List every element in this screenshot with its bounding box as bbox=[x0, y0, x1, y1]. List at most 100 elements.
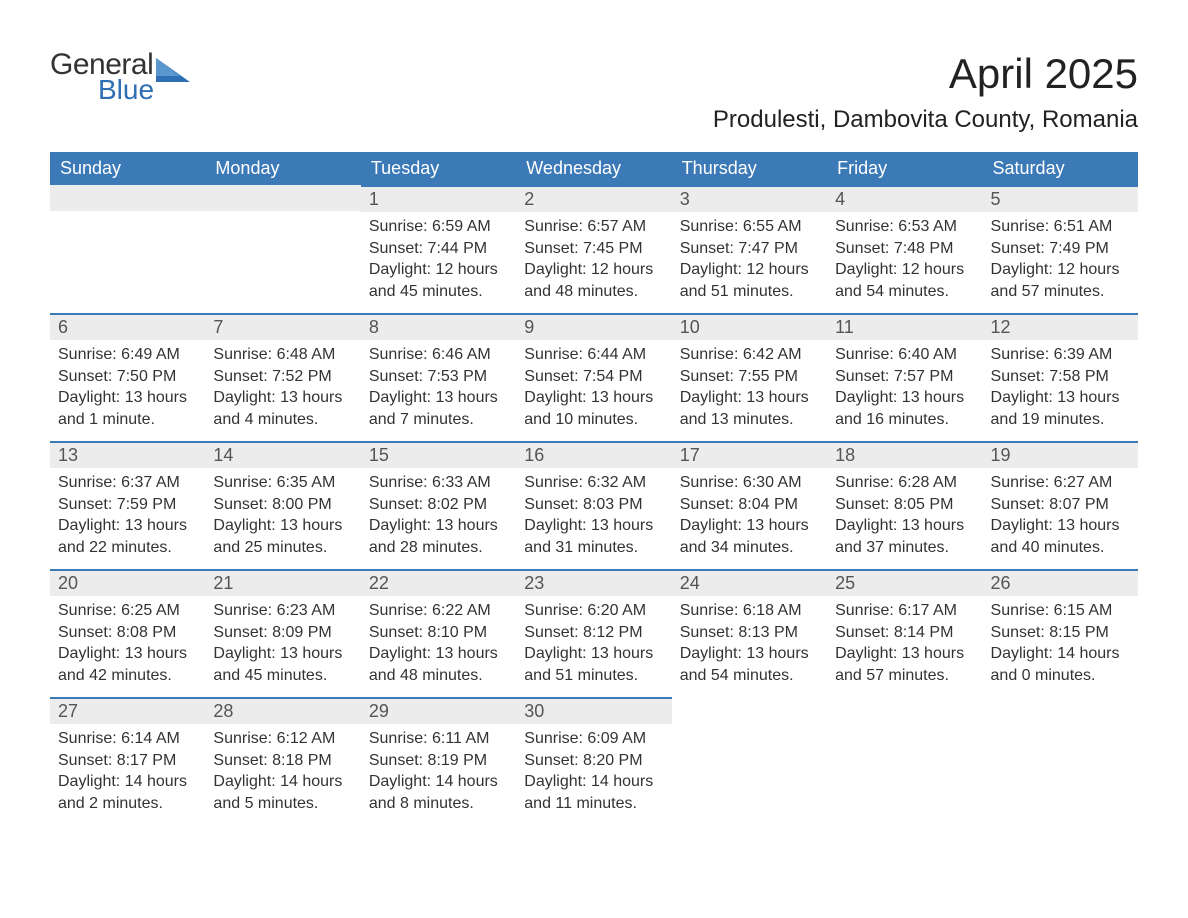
sunrise-text: Sunrise: 6:12 AM bbox=[213, 728, 352, 750]
day-number: 20 bbox=[50, 569, 205, 596]
sunrise-text: Sunrise: 6:30 AM bbox=[680, 472, 819, 494]
day-body: Sunrise: 6:46 AMSunset: 7:53 PMDaylight:… bbox=[361, 340, 516, 440]
day-cell: 10Sunrise: 6:42 AMSunset: 7:55 PMDayligh… bbox=[672, 313, 827, 441]
sunrise-text: Sunrise: 6:15 AM bbox=[991, 600, 1130, 622]
day-number: 22 bbox=[361, 569, 516, 596]
day-number: 25 bbox=[827, 569, 982, 596]
day-number: 11 bbox=[827, 313, 982, 340]
day-cell: 18Sunrise: 6:28 AMSunset: 8:05 PMDayligh… bbox=[827, 441, 982, 569]
day-cell: 6Sunrise: 6:49 AMSunset: 7:50 PMDaylight… bbox=[50, 313, 205, 441]
daylight-text: Daylight: 13 hours and 57 minutes. bbox=[835, 643, 974, 686]
weekday-header: Friday bbox=[827, 152, 982, 185]
daylight-text: Daylight: 14 hours and 5 minutes. bbox=[213, 771, 352, 814]
daylight-text: Daylight: 13 hours and 19 minutes. bbox=[991, 387, 1130, 430]
sunrise-text: Sunrise: 6:35 AM bbox=[213, 472, 352, 494]
sunrise-text: Sunrise: 6:20 AM bbox=[524, 600, 663, 622]
sunrise-text: Sunrise: 6:48 AM bbox=[213, 344, 352, 366]
sunrise-text: Sunrise: 6:59 AM bbox=[369, 216, 508, 238]
weekday-header: Wednesday bbox=[516, 152, 671, 185]
weekday-header: Tuesday bbox=[361, 152, 516, 185]
day-number: 29 bbox=[361, 697, 516, 724]
day-number: 24 bbox=[672, 569, 827, 596]
day-number: 26 bbox=[983, 569, 1138, 596]
sunset-text: Sunset: 7:49 PM bbox=[991, 238, 1130, 260]
sunset-text: Sunset: 7:53 PM bbox=[369, 366, 508, 388]
sunset-text: Sunset: 8:19 PM bbox=[369, 750, 508, 772]
sunset-text: Sunset: 7:58 PM bbox=[991, 366, 1130, 388]
day-body: Sunrise: 6:09 AMSunset: 8:20 PMDaylight:… bbox=[516, 724, 671, 824]
daylight-text: Daylight: 13 hours and 7 minutes. bbox=[369, 387, 508, 430]
sunrise-text: Sunrise: 6:14 AM bbox=[58, 728, 197, 750]
daylight-text: Daylight: 13 hours and 48 minutes. bbox=[369, 643, 508, 686]
sunset-text: Sunset: 8:18 PM bbox=[213, 750, 352, 772]
day-number: 16 bbox=[516, 441, 671, 468]
daylight-text: Daylight: 13 hours and 28 minutes. bbox=[369, 515, 508, 558]
daylight-text: Daylight: 12 hours and 51 minutes. bbox=[680, 259, 819, 302]
daylight-text: Daylight: 14 hours and 2 minutes. bbox=[58, 771, 197, 814]
day-body: Sunrise: 6:55 AMSunset: 7:47 PMDaylight:… bbox=[672, 212, 827, 312]
sunrise-text: Sunrise: 6:28 AM bbox=[835, 472, 974, 494]
logo-text: General Blue bbox=[50, 50, 154, 104]
day-body: Sunrise: 6:25 AMSunset: 8:08 PMDaylight:… bbox=[50, 596, 205, 696]
sunrise-text: Sunrise: 6:09 AM bbox=[524, 728, 663, 750]
sunrise-text: Sunrise: 6:27 AM bbox=[991, 472, 1130, 494]
day-number: 13 bbox=[50, 441, 205, 468]
day-number: 4 bbox=[827, 185, 982, 212]
sunset-text: Sunset: 8:15 PM bbox=[991, 622, 1130, 644]
sunrise-text: Sunrise: 6:55 AM bbox=[680, 216, 819, 238]
sunrise-text: Sunrise: 6:32 AM bbox=[524, 472, 663, 494]
daylight-text: Daylight: 13 hours and 1 minute. bbox=[58, 387, 197, 430]
day-cell bbox=[827, 697, 982, 825]
sunrise-text: Sunrise: 6:44 AM bbox=[524, 344, 663, 366]
day-number: 19 bbox=[983, 441, 1138, 468]
day-body: Sunrise: 6:39 AMSunset: 7:58 PMDaylight:… bbox=[983, 340, 1138, 440]
sunset-text: Sunset: 8:08 PM bbox=[58, 622, 197, 644]
sunset-text: Sunset: 8:07 PM bbox=[991, 494, 1130, 516]
daylight-text: Daylight: 12 hours and 54 minutes. bbox=[835, 259, 974, 302]
daylight-text: Daylight: 14 hours and 11 minutes. bbox=[524, 771, 663, 814]
day-body: Sunrise: 6:27 AMSunset: 8:07 PMDaylight:… bbox=[983, 468, 1138, 568]
calendar: Sunday Monday Tuesday Wednesday Thursday… bbox=[50, 152, 1138, 825]
day-cell: 15Sunrise: 6:33 AMSunset: 8:02 PMDayligh… bbox=[361, 441, 516, 569]
day-number: 7 bbox=[205, 313, 360, 340]
day-cell: 13Sunrise: 6:37 AMSunset: 7:59 PMDayligh… bbox=[50, 441, 205, 569]
day-number: 3 bbox=[672, 185, 827, 212]
sunset-text: Sunset: 8:17 PM bbox=[58, 750, 197, 772]
day-number: 28 bbox=[205, 697, 360, 724]
sunrise-text: Sunrise: 6:40 AM bbox=[835, 344, 974, 366]
daylight-text: Daylight: 13 hours and 51 minutes. bbox=[524, 643, 663, 686]
day-cell bbox=[205, 185, 360, 313]
day-cell: 30Sunrise: 6:09 AMSunset: 8:20 PMDayligh… bbox=[516, 697, 671, 825]
day-body: Sunrise: 6:49 AMSunset: 7:50 PMDaylight:… bbox=[50, 340, 205, 440]
day-cell: 19Sunrise: 6:27 AMSunset: 8:07 PMDayligh… bbox=[983, 441, 1138, 569]
week-row: 20Sunrise: 6:25 AMSunset: 8:08 PMDayligh… bbox=[50, 569, 1138, 697]
day-body: Sunrise: 6:32 AMSunset: 8:03 PMDaylight:… bbox=[516, 468, 671, 568]
day-body: Sunrise: 6:28 AMSunset: 8:05 PMDaylight:… bbox=[827, 468, 982, 568]
day-number: 17 bbox=[672, 441, 827, 468]
day-cell bbox=[672, 697, 827, 825]
day-number: 30 bbox=[516, 697, 671, 724]
daylight-text: Daylight: 14 hours and 0 minutes. bbox=[991, 643, 1130, 686]
sunset-text: Sunset: 7:47 PM bbox=[680, 238, 819, 260]
sunrise-text: Sunrise: 6:11 AM bbox=[369, 728, 508, 750]
daylight-text: Daylight: 13 hours and 40 minutes. bbox=[991, 515, 1130, 558]
sunset-text: Sunset: 7:52 PM bbox=[213, 366, 352, 388]
day-number: 5 bbox=[983, 185, 1138, 212]
day-cell bbox=[983, 697, 1138, 825]
day-cell: 16Sunrise: 6:32 AMSunset: 8:03 PMDayligh… bbox=[516, 441, 671, 569]
day-cell: 25Sunrise: 6:17 AMSunset: 8:14 PMDayligh… bbox=[827, 569, 982, 697]
day-number: 12 bbox=[983, 313, 1138, 340]
sunrise-text: Sunrise: 6:37 AM bbox=[58, 472, 197, 494]
day-body: Sunrise: 6:35 AMSunset: 8:00 PMDaylight:… bbox=[205, 468, 360, 568]
day-body: Sunrise: 6:17 AMSunset: 8:14 PMDaylight:… bbox=[827, 596, 982, 696]
day-cell: 7Sunrise: 6:48 AMSunset: 7:52 PMDaylight… bbox=[205, 313, 360, 441]
day-number: 21 bbox=[205, 569, 360, 596]
daylight-text: Daylight: 13 hours and 42 minutes. bbox=[58, 643, 197, 686]
daylight-text: Daylight: 12 hours and 57 minutes. bbox=[991, 259, 1130, 302]
day-cell: 5Sunrise: 6:51 AMSunset: 7:49 PMDaylight… bbox=[983, 185, 1138, 313]
sunset-text: Sunset: 7:55 PM bbox=[680, 366, 819, 388]
day-body: Sunrise: 6:57 AMSunset: 7:45 PMDaylight:… bbox=[516, 212, 671, 312]
day-body: Sunrise: 6:42 AMSunset: 7:55 PMDaylight:… bbox=[672, 340, 827, 440]
sunset-text: Sunset: 8:09 PM bbox=[213, 622, 352, 644]
day-cell: 8Sunrise: 6:46 AMSunset: 7:53 PMDaylight… bbox=[361, 313, 516, 441]
